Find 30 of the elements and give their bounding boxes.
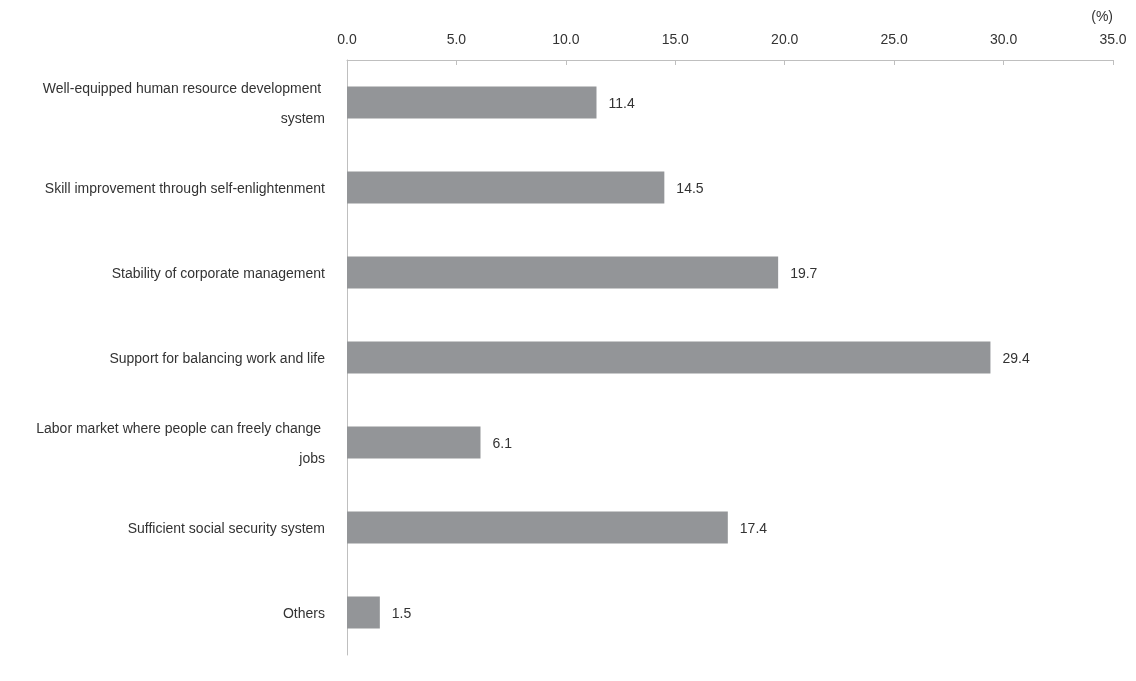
bar xyxy=(347,596,380,629)
x-tick-label: 35.0 xyxy=(1099,31,1127,47)
y-tick-label: Stability of corporate management xyxy=(111,264,326,281)
data-label: 17.4 xyxy=(739,519,768,536)
bar xyxy=(347,341,991,374)
data-label: 11.4 xyxy=(608,94,635,111)
data-label: 1.5 xyxy=(391,604,412,621)
data-label: 29.4 xyxy=(1002,349,1030,366)
x-tick-label: 30.0 xyxy=(989,31,1018,47)
data-label: 14.5 xyxy=(676,179,704,196)
y-tick-label: Well-equipped human resource development system xyxy=(42,79,325,126)
x-tick-label: 10.0 xyxy=(552,31,580,47)
bar xyxy=(347,86,597,119)
y-tick-label: Others xyxy=(282,604,325,621)
x-tick-label: 0.0 xyxy=(337,31,357,47)
data-label: 6.1 xyxy=(492,434,513,451)
bar xyxy=(347,171,665,204)
x-tick-label: 5.0 xyxy=(446,31,467,47)
x-tick-label: 25.0 xyxy=(880,31,908,47)
y-tick-label: Skill improvement through self-enlightenment xyxy=(44,179,326,196)
y-tick-label: Sufficient social security system xyxy=(127,519,325,536)
data-label: 19.7 xyxy=(790,264,818,281)
bar xyxy=(347,256,779,289)
bar xyxy=(347,511,728,544)
y-tick-label: Support for balancing work and life xyxy=(109,349,326,366)
x-axis-title: (%) xyxy=(1091,8,1114,24)
bar xyxy=(347,426,481,459)
y-tick-label: Labor market where people can freely change jobs xyxy=(36,419,325,466)
x-tick-label: 20.0 xyxy=(771,31,799,47)
x-tick-label: 15.0 xyxy=(661,31,690,47)
